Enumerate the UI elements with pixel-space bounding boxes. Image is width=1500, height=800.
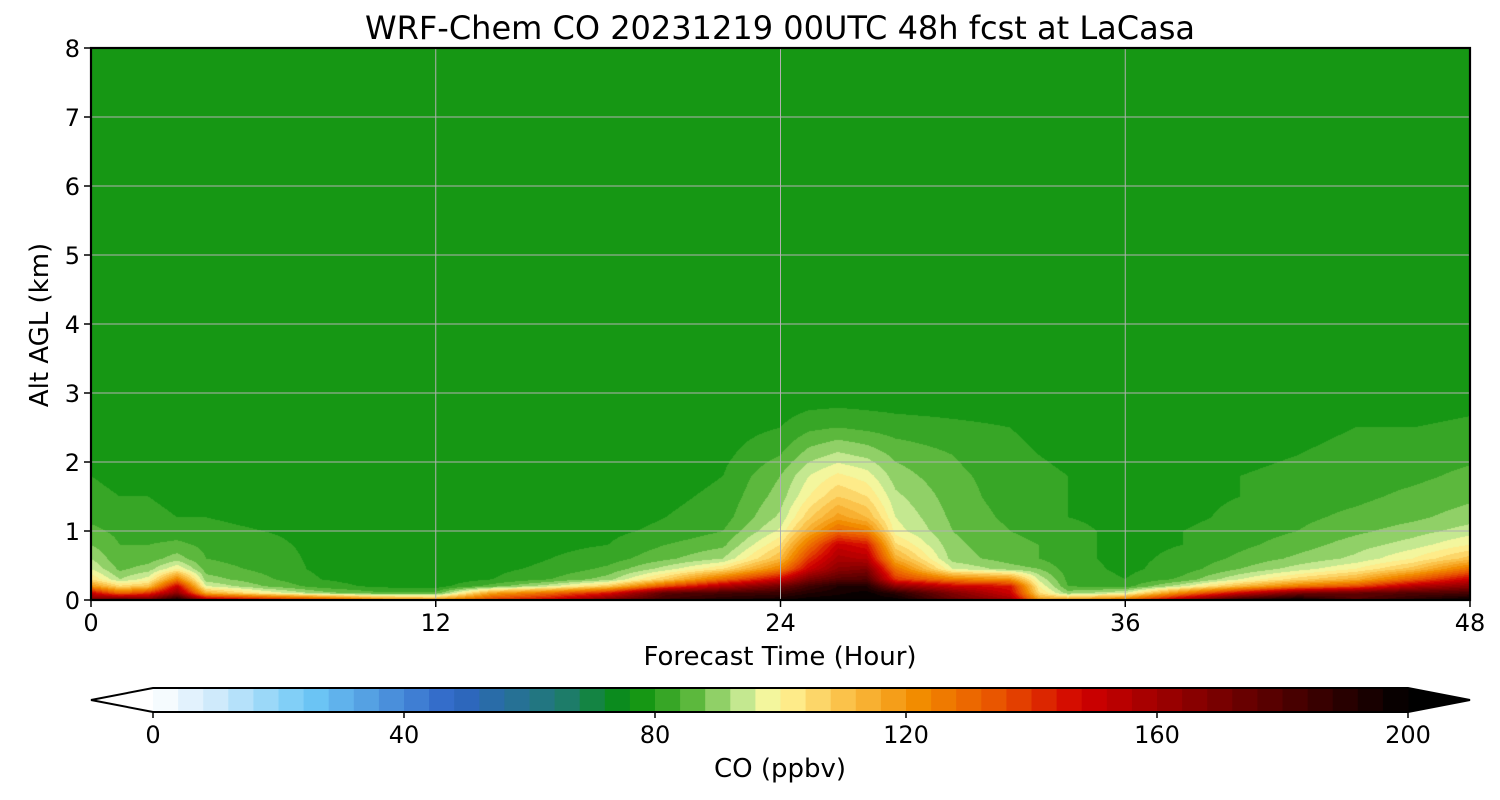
colorbar-step	[1332, 688, 1359, 712]
colorbar-step	[203, 688, 229, 712]
y-tick-label: 8	[65, 35, 80, 63]
colorbar-label: CO (ppbv)	[714, 754, 846, 784]
colorbar-step	[1006, 688, 1033, 712]
colorbar-step	[404, 688, 430, 712]
colorbar-step	[780, 688, 807, 712]
colorbar-tick-label: 160	[1134, 721, 1180, 749]
x-tick-label: 36	[1110, 609, 1141, 637]
x-axis: 0 12 24 36 48	[83, 600, 1485, 637]
colorbar-extend-min	[91, 688, 153, 712]
colorbar-step	[1157, 688, 1183, 712]
colorbar-step	[479, 688, 505, 712]
colorbar-step	[1131, 688, 1158, 712]
colorbar-step	[1307, 688, 1334, 712]
colorbar-step	[805, 688, 832, 712]
colorbar-step	[855, 688, 882, 712]
y-tick-label: 2	[65, 449, 80, 477]
colorbar-step	[253, 688, 280, 712]
colorbar-step	[529, 688, 556, 712]
colorbar-step	[1056, 688, 1083, 712]
colorbar-tick-label: 0	[145, 721, 160, 749]
colorbar-step	[655, 688, 681, 712]
y-tick-label: 4	[65, 311, 80, 339]
colorbar-step	[1357, 688, 1384, 712]
y-axis: 0 1 2 3 4 5 6 7 8	[65, 35, 91, 615]
colorbar-step	[454, 688, 480, 712]
colorbar-step	[906, 688, 932, 712]
y-tick-label: 1	[65, 518, 80, 546]
y-tick-label: 5	[65, 242, 80, 270]
colorbar-color-steps	[91, 688, 1470, 712]
colorbar-step	[604, 688, 631, 712]
colorbar: 0 40 80 120 160 200	[90, 687, 1471, 749]
colorbar-step	[1031, 688, 1058, 712]
colorbar-step	[880, 688, 907, 712]
colorbar-step	[353, 688, 380, 712]
colorbar-step	[705, 688, 731, 712]
x-tick-label: 12	[420, 609, 451, 637]
plot-area	[89, 46, 1472, 602]
colorbar-step	[981, 688, 1007, 712]
y-tick-label: 7	[65, 104, 80, 132]
colorbar-step	[303, 688, 330, 712]
y-tick-label: 6	[65, 173, 80, 201]
colorbar-step	[328, 688, 355, 712]
colorbar-tick-label: 200	[1385, 721, 1431, 749]
colorbar-step	[504, 688, 531, 712]
colorbar-step	[554, 688, 581, 712]
chart-title: WRF-Chem CO 20231219 00UTC 48h fcst at L…	[365, 9, 1195, 47]
x-tick-label: 0	[83, 609, 98, 637]
x-tick-label: 48	[1455, 609, 1486, 637]
colorbar-step	[429, 688, 455, 712]
y-tick-label: 0	[65, 587, 80, 615]
y-tick-label: 3	[65, 380, 80, 408]
colorbar-step	[1282, 688, 1309, 712]
colorbar-step	[1382, 688, 1409, 712]
colorbar-step	[153, 688, 179, 712]
x-axis-label: Forecast Time (Hour)	[643, 642, 916, 672]
colorbar-step	[579, 688, 606, 712]
colorbar-tick-label: 80	[640, 721, 671, 749]
colorbar-ticks: 0 40 80 120 160 200	[145, 712, 1431, 749]
colorbar-step	[680, 688, 706, 712]
colorbar-step	[378, 688, 405, 712]
colorbar-step	[1232, 688, 1258, 712]
colorbar-step	[1081, 688, 1108, 712]
colorbar-extend-max	[1408, 688, 1470, 712]
colorbar-tick-label: 120	[883, 721, 929, 749]
colorbar-step	[730, 688, 756, 712]
colorbar-step	[178, 688, 204, 712]
colorbar-step	[1207, 688, 1233, 712]
y-axis-label: Alt AGL (km)	[25, 243, 55, 407]
colorbar-step	[278, 688, 305, 712]
colorbar-step	[1106, 688, 1133, 712]
colorbar-tick-label: 40	[389, 721, 420, 749]
colorbar-step	[830, 688, 857, 712]
colorbar-step	[1182, 688, 1208, 712]
colorbar-step	[1257, 688, 1284, 712]
colorbar-step	[629, 688, 656, 712]
colorbar-step	[228, 688, 254, 712]
colorbar-step	[956, 688, 982, 712]
colorbar-step	[931, 688, 957, 712]
x-tick-label: 24	[765, 609, 796, 637]
colorbar-step	[755, 688, 782, 712]
